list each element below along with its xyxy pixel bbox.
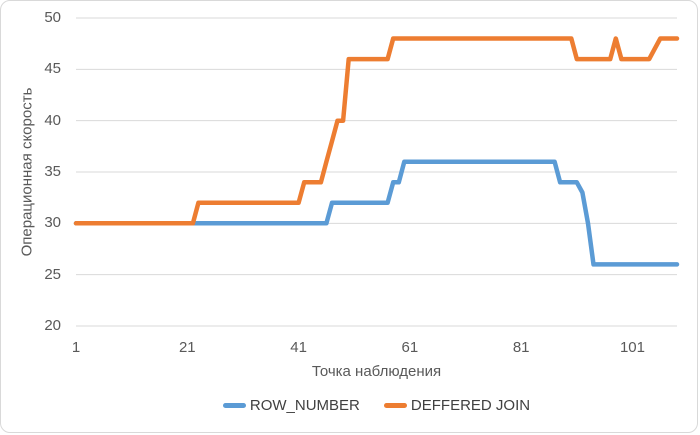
x-tick-label: 81	[512, 339, 530, 356]
legend-item-deffered-join: DEFFERED JOIN	[383, 397, 531, 414]
x-axis-title: Точка наблюдения	[311, 363, 442, 380]
legend-label: DEFFERED JOIN	[410, 397, 531, 414]
y-tick-label: 20	[44, 317, 61, 334]
series-line-row-number	[73, 159, 680, 267]
y-tick-label: 30	[44, 214, 61, 232]
legend-label: ROW_NUMBER	[249, 397, 360, 414]
legend-item-row-number: ROW_NUMBER	[222, 397, 360, 414]
x-tick-label: 101	[619, 339, 645, 356]
y-tick-label: 35	[44, 163, 61, 180]
chart-legend: ROW_NUMBER DEFFERED JOIN	[76, 397, 677, 414]
legend-line-marker-icon	[383, 403, 407, 408]
x-tick-label: 21	[178, 339, 196, 356]
x-tick-label: 61	[401, 339, 419, 356]
x-tick-label: 41	[290, 339, 307, 356]
y-tick-label: 50	[44, 9, 61, 26]
legend-line-marker-icon	[222, 403, 246, 408]
y-axis-title: Операционная скорость	[18, 87, 36, 257]
y-tick-label: 45	[44, 60, 61, 78]
y-tick-label: 25	[44, 265, 61, 283]
series-line-deffered-join	[73, 36, 680, 226]
x-tick-label: 1	[71, 339, 81, 356]
y-tick-label: 40	[44, 111, 61, 129]
